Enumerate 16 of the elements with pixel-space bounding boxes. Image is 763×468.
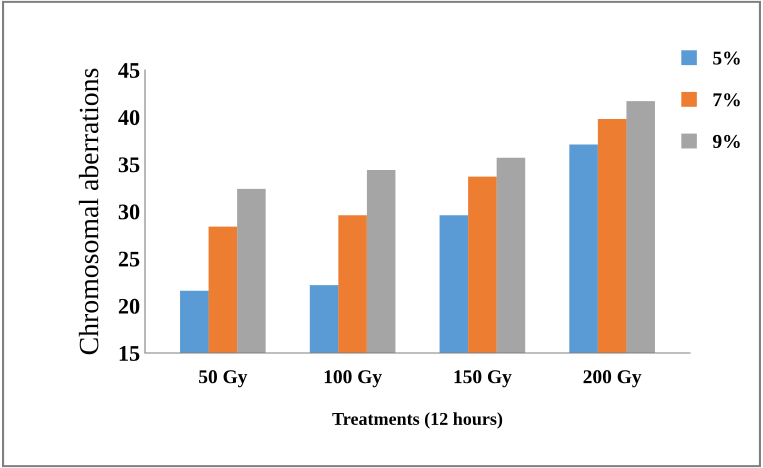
y-axis-title: Chromosomal aberrations bbox=[78, 68, 98, 354]
legend-label: 9% bbox=[712, 134, 740, 148]
x-tick-label: 150 Gy bbox=[454, 370, 512, 388]
x-axis-title: Treatments (12 hours) bbox=[332, 412, 502, 429]
y-tick-label: 30 bbox=[118, 204, 140, 220]
x-tick-label: 50 Gy bbox=[199, 370, 248, 388]
y-tick-label: 40 bbox=[118, 110, 140, 126]
x-tick-label: 200 Gy bbox=[584, 370, 642, 388]
legend-label: 7% bbox=[714, 93, 740, 106]
y-tick-label: 45 bbox=[118, 63, 140, 78]
x-tick-label: 100 Gy bbox=[324, 370, 382, 388]
y-tick-label: 20 bbox=[118, 298, 140, 314]
y-tick-label: 15 bbox=[120, 346, 140, 361]
legend-label: 5% bbox=[713, 52, 740, 65]
y-tick-label: 25 bbox=[118, 252, 140, 267]
y-tick-label: 35 bbox=[118, 157, 140, 172]
